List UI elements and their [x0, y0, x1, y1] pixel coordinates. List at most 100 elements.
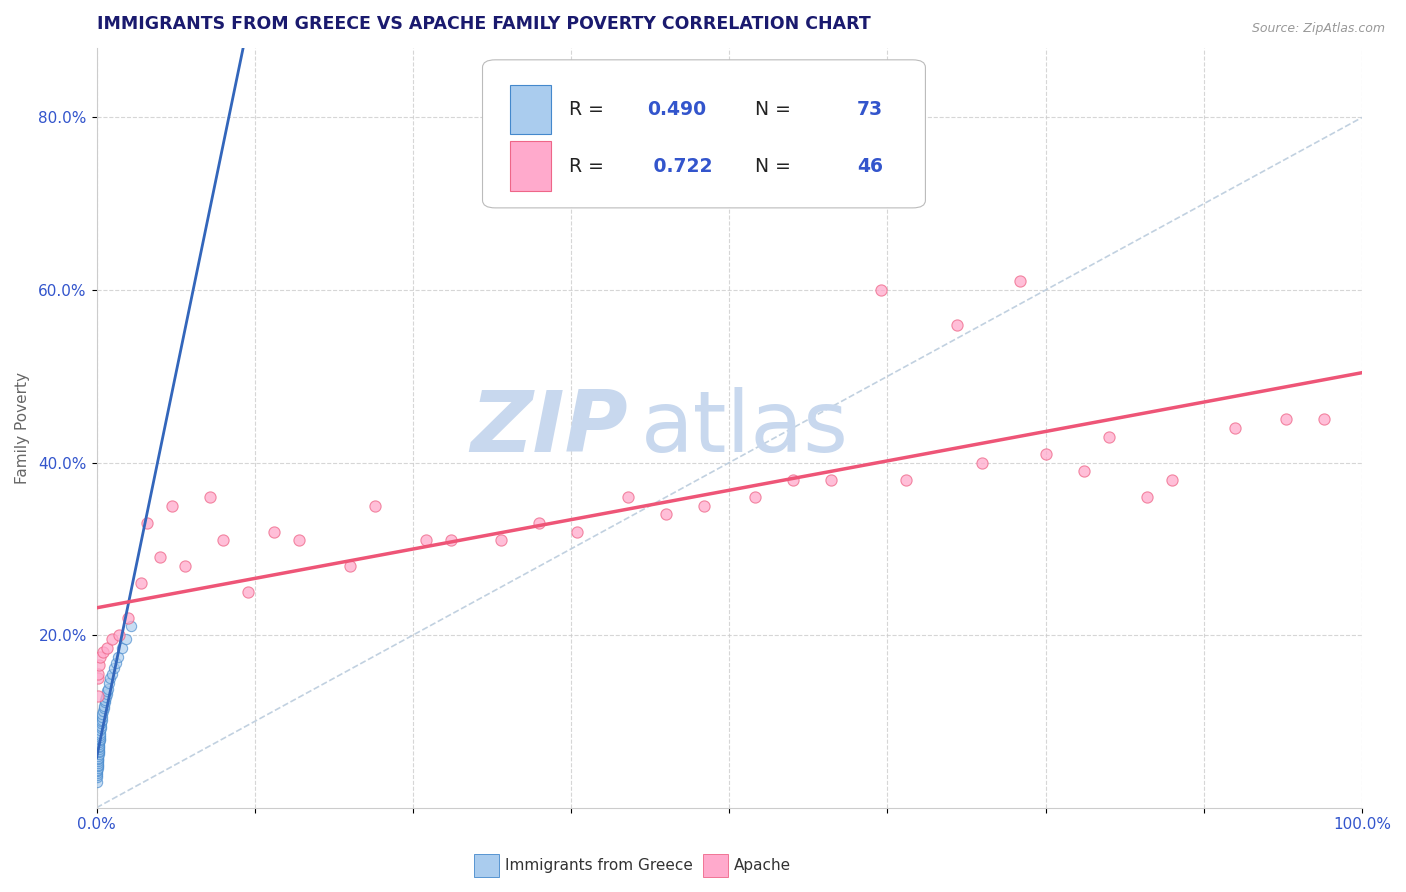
- Point: [87, 739, 110, 753]
- Point: [1225, 421, 1247, 435]
- Point: [86, 757, 108, 772]
- Point: [91, 707, 114, 722]
- Text: 46: 46: [858, 157, 883, 176]
- Point: [90, 714, 112, 729]
- Point: [162, 499, 184, 513]
- Text: Source: ZipAtlas.com: Source: ZipAtlas.com: [1251, 22, 1385, 36]
- Point: [104, 656, 127, 670]
- Text: R =: R =: [568, 100, 609, 119]
- Point: [1035, 447, 1057, 461]
- Point: [103, 661, 125, 675]
- Point: [782, 473, 804, 487]
- Point: [136, 516, 159, 530]
- Point: [90, 713, 112, 727]
- Point: [89, 723, 111, 737]
- Point: [87, 746, 110, 760]
- Point: [90, 721, 112, 735]
- Point: [120, 619, 142, 633]
- Point: [87, 756, 110, 770]
- Point: [96, 641, 118, 656]
- Text: IMMIGRANTS FROM GREECE VS APACHE FAMILY POVERTY CORRELATION CHART: IMMIGRANTS FROM GREECE VS APACHE FAMILY …: [97, 15, 870, 33]
- FancyBboxPatch shape: [510, 85, 551, 134]
- Point: [86, 764, 108, 779]
- FancyBboxPatch shape: [510, 142, 551, 191]
- Point: [87, 754, 110, 768]
- Point: [149, 550, 172, 565]
- Point: [440, 533, 463, 548]
- Point: [86, 762, 108, 776]
- Point: [89, 731, 111, 746]
- Text: atlas: atlas: [641, 386, 849, 469]
- Point: [114, 632, 136, 647]
- Point: [87, 752, 110, 766]
- Point: [89, 733, 111, 747]
- Point: [86, 771, 108, 785]
- Text: Apache: Apache: [734, 858, 792, 872]
- FancyBboxPatch shape: [482, 60, 925, 208]
- Text: 73: 73: [858, 100, 883, 119]
- Point: [870, 283, 893, 297]
- Point: [896, 473, 918, 487]
- Point: [364, 499, 387, 513]
- Point: [87, 748, 110, 763]
- Point: [415, 533, 437, 548]
- Point: [89, 726, 111, 740]
- Point: [87, 736, 110, 750]
- Point: [100, 671, 122, 685]
- Point: [339, 559, 361, 574]
- Point: [87, 742, 110, 756]
- Point: [89, 730, 111, 744]
- Point: [86, 768, 108, 782]
- Point: [87, 658, 110, 673]
- Point: [86, 750, 108, 764]
- Text: N =: N =: [744, 157, 797, 176]
- Point: [90, 719, 112, 733]
- Text: 0.722: 0.722: [647, 157, 713, 176]
- Point: [86, 763, 108, 777]
- Point: [87, 737, 110, 751]
- Point: [1010, 274, 1032, 288]
- Point: [87, 667, 110, 681]
- Point: [86, 774, 108, 789]
- Point: [94, 690, 117, 705]
- Point: [86, 747, 108, 762]
- Point: [86, 748, 108, 763]
- Point: [263, 524, 285, 539]
- Point: [86, 689, 108, 703]
- Point: [89, 735, 111, 749]
- Text: 0.490: 0.490: [647, 100, 706, 119]
- Point: [96, 687, 118, 701]
- Point: [87, 740, 110, 755]
- Point: [86, 756, 108, 770]
- Point: [87, 744, 110, 758]
- Point: [655, 508, 678, 522]
- Point: [91, 645, 114, 659]
- Point: [744, 490, 766, 504]
- Point: [87, 745, 110, 759]
- Point: [946, 318, 969, 332]
- Point: [1161, 473, 1184, 487]
- Point: [288, 533, 311, 548]
- Point: [100, 667, 122, 681]
- Point: [87, 735, 110, 749]
- Point: [89, 737, 111, 751]
- Point: [91, 710, 114, 724]
- Point: [86, 745, 108, 759]
- Text: N =: N =: [744, 100, 797, 119]
- Point: [87, 742, 110, 756]
- Point: [86, 742, 108, 756]
- Point: [93, 701, 115, 715]
- Point: [86, 759, 108, 773]
- Point: [693, 499, 716, 513]
- Point: [617, 490, 640, 504]
- Point: [107, 649, 129, 664]
- Point: [97, 681, 120, 696]
- Point: [238, 585, 260, 599]
- Point: [820, 473, 842, 487]
- Point: [87, 740, 110, 755]
- Point: [529, 516, 551, 530]
- Point: [108, 628, 131, 642]
- Point: [491, 533, 513, 548]
- Point: [96, 684, 118, 698]
- Point: [91, 704, 114, 718]
